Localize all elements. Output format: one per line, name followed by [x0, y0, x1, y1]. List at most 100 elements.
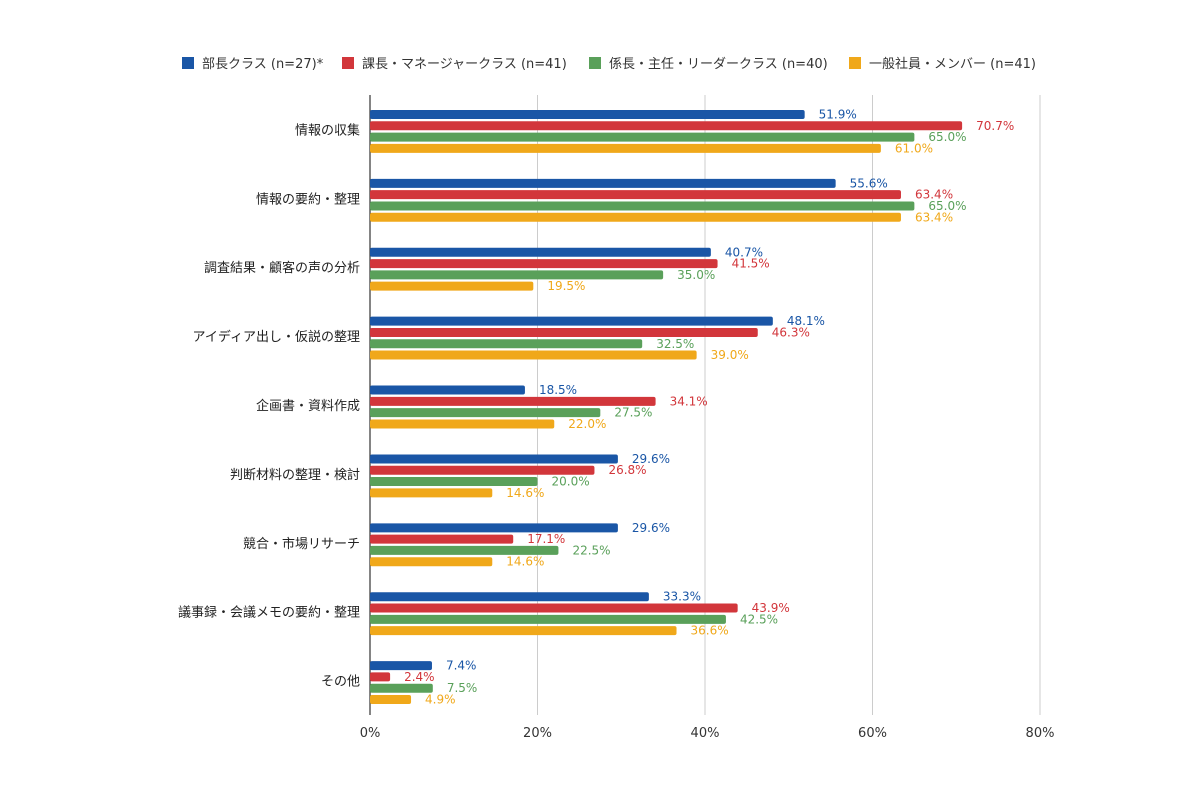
bar-8-3 — [370, 695, 412, 705]
bar-0-2 — [370, 132, 915, 142]
bar-4-1 — [370, 396, 656, 406]
bar-6-1 — [370, 534, 514, 544]
bar-2-1 — [370, 259, 718, 269]
data-label-4-1: 34.1% — [670, 394, 708, 408]
data-label-4-2: 27.5% — [614, 406, 652, 420]
legend-label-3: 一般社員・メンバー (n=41) — [869, 56, 1036, 72]
chart-data-labels: 51.9%70.7%65.0%61.0%55.6%63.4%65.0%63.4%… — [404, 107, 1014, 706]
legend-swatch-2 — [589, 57, 601, 69]
category-label-1: 情報の要約・整理 — [256, 192, 360, 207]
data-label-1-3: 63.4% — [915, 210, 953, 224]
bar-1-2 — [370, 201, 915, 211]
bar-8-0 — [370, 661, 432, 671]
data-label-4-3: 22.0% — [568, 417, 606, 431]
data-label-1-1: 63.4% — [915, 188, 953, 202]
data-label-5-3: 14.6% — [506, 486, 544, 500]
bar-5-3 — [370, 488, 493, 498]
data-label-2-3: 19.5% — [547, 279, 585, 293]
category-label-6: 競合・市場リサーチ — [243, 536, 360, 552]
data-label-8-1: 2.4% — [404, 670, 435, 684]
data-label-1-0: 55.6% — [850, 176, 888, 190]
data-label-7-0: 33.3% — [663, 590, 701, 604]
chart-x-axis-ticks: 0% 20% 40% 60% 80% — [360, 726, 1055, 741]
bar-1-0 — [370, 178, 836, 188]
bar-8-1 — [370, 672, 391, 682]
bar-1-1 — [370, 190, 901, 200]
category-label-2: 調査結果・顧客の声の分析 — [204, 260, 360, 276]
bar-4-0 — [370, 385, 525, 395]
category-label-0: 情報の収集 — [295, 122, 360, 138]
data-label-6-0: 29.6% — [632, 521, 670, 535]
bar-0-3 — [370, 143, 881, 153]
bar-0-1 — [370, 121, 963, 131]
data-label-5-0: 29.6% — [632, 452, 670, 466]
bar-3-1 — [370, 327, 758, 337]
bar-3-2 — [370, 339, 643, 349]
data-label-6-1: 17.1% — [527, 532, 565, 546]
data-label-3-3: 39.0% — [711, 348, 749, 362]
legend-label-1: 課長・マネージャークラス (n=41) — [362, 56, 567, 72]
bar-5-1 — [370, 465, 595, 475]
bar-2-0 — [370, 247, 711, 257]
x-tick-label-0: 0% — [360, 726, 381, 741]
x-tick-label-40: 40% — [691, 726, 720, 741]
x-tick-label-80: 80% — [1026, 726, 1055, 741]
bar-5-0 — [370, 454, 618, 464]
bar-7-3 — [370, 626, 677, 636]
chart-bars — [370, 109, 963, 705]
x-tick-label-60: 60% — [858, 726, 887, 741]
bar-5-2 — [370, 477, 538, 487]
data-label-8-2: 7.5% — [447, 681, 478, 695]
legend-swatch-3 — [849, 57, 861, 69]
bar-4-3 — [370, 419, 555, 429]
bar-7-2 — [370, 614, 726, 624]
data-label-2-1: 41.5% — [732, 257, 770, 271]
data-label-8-0: 7.4% — [446, 659, 477, 673]
category-label-7: 議事録・会議メモの要約・整理 — [178, 606, 360, 621]
data-label-3-0: 48.1% — [787, 314, 825, 328]
bar-3-3 — [370, 350, 697, 360]
bar-1-3 — [370, 212, 901, 222]
data-label-1-2: 65.0% — [928, 199, 966, 213]
legend-label-2: 係長・主任・リーダークラス (n=40) — [609, 57, 828, 72]
data-label-7-2: 42.5% — [740, 612, 778, 626]
data-label-5-1: 26.8% — [608, 463, 646, 477]
category-label-8: その他 — [321, 675, 360, 690]
bar-6-0 — [370, 523, 618, 533]
bar-6-3 — [370, 557, 493, 567]
data-label-0-3: 61.0% — [895, 141, 933, 155]
bar-2-3 — [370, 281, 534, 291]
bar-3-0 — [370, 316, 773, 326]
data-label-0-1: 70.7% — [976, 119, 1014, 133]
bar-6-2 — [370, 545, 559, 555]
bar-8-2 — [370, 683, 433, 693]
data-label-6-3: 14.6% — [506, 555, 544, 569]
data-label-8-3: 4.9% — [425, 693, 456, 707]
category-label-5: 判断材料の整理・検討 — [230, 467, 360, 483]
chart-category-labels: 情報の収集情報の要約・整理調査結果・顧客の声の分析アイディア出し・仮説の整理企画… — [178, 122, 360, 689]
data-label-5-2: 20.0% — [552, 475, 590, 489]
bar-7-0 — [370, 592, 649, 602]
bar-2-2 — [370, 270, 664, 280]
legend-swatch-1 — [342, 57, 354, 69]
data-label-3-1: 46.3% — [772, 325, 810, 339]
category-label-3: アイディア出し・仮説の整理 — [193, 329, 360, 345]
bar-7-1 — [370, 603, 738, 613]
data-label-4-0: 18.5% — [539, 383, 577, 397]
data-label-2-2: 35.0% — [677, 268, 715, 282]
data-label-6-2: 22.5% — [572, 543, 610, 557]
bar-0-0 — [370, 109, 805, 119]
chart-legend: 部長クラス (n=27)* 課長・マネージャークラス (n=41) 係長・主任・リー… — [182, 56, 1036, 72]
data-label-0-2: 65.0% — [928, 130, 966, 144]
category-label-4: 企画書・資料作成 — [256, 398, 360, 414]
legend-swatch-0 — [182, 57, 194, 69]
data-label-3-2: 32.5% — [656, 337, 694, 351]
data-label-7-1: 43.9% — [752, 601, 790, 615]
data-label-0-0: 51.9% — [819, 107, 857, 121]
x-tick-label-20: 20% — [523, 726, 552, 741]
data-label-2-0: 40.7% — [725, 245, 763, 259]
bar-4-2 — [370, 408, 601, 418]
data-label-7-3: 36.6% — [691, 624, 729, 638]
legend-label-0: 部長クラス (n=27)* — [202, 57, 324, 72]
